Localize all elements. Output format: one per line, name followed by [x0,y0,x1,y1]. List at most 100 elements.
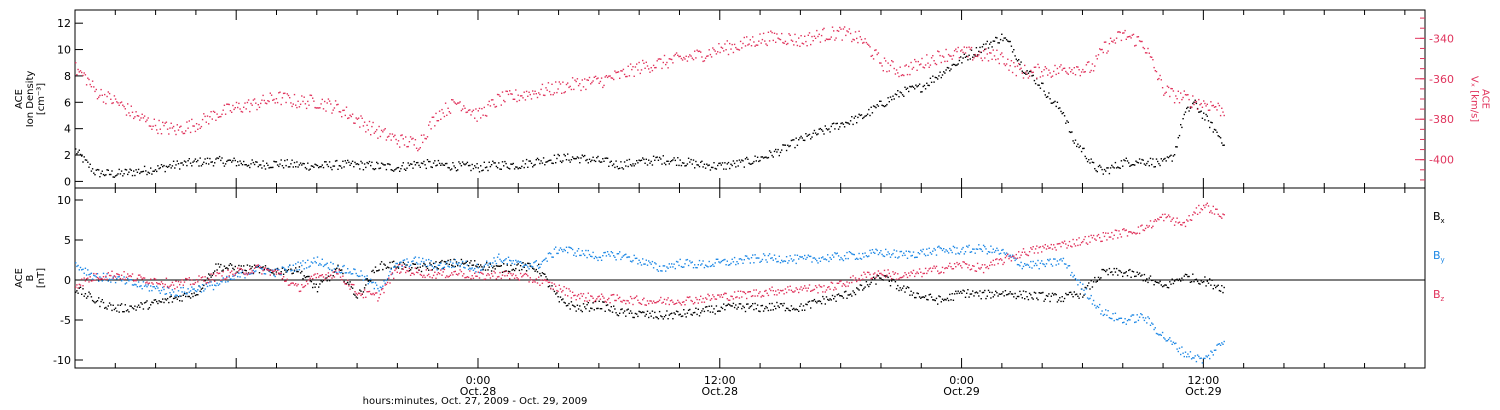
data-point [785,43,788,46]
data-point [561,161,563,164]
data-point [269,269,271,271]
data-point [474,260,476,262]
data-point [611,164,614,167]
data-point [108,92,111,95]
data-point [872,273,875,275]
data-point [665,63,667,66]
data-point [512,268,514,271]
data-point [787,262,789,264]
data-point [278,92,280,94]
data-point [1021,297,1023,299]
data-point [107,169,109,171]
data-point [961,49,963,51]
data-point [378,297,380,299]
data-point [413,257,415,259]
data-point [289,264,291,266]
data-point [917,292,919,295]
data-point [289,284,291,286]
data-point [1002,291,1004,293]
data-point [301,264,303,267]
data-point [274,275,276,278]
data-point [208,273,210,275]
data-point [1037,299,1039,301]
data-point [1194,279,1196,281]
data-point [156,170,158,173]
data-point [507,270,510,273]
data-point [293,93,296,96]
data-point [274,269,276,272]
data-point [801,42,803,44]
data-point [1120,271,1123,274]
data-point [614,256,616,258]
data-point [1085,288,1088,290]
data-point [273,160,275,163]
legend-entry-bz: Bz [1433,288,1445,303]
data-point [739,258,742,260]
data-point [990,297,992,299]
data-point [480,264,482,266]
data-point [359,275,361,277]
data-point [1207,354,1210,357]
data-point [1025,291,1027,293]
data-point [1140,313,1142,315]
data-point [766,292,768,294]
data-point [411,272,413,274]
data-point [500,265,502,267]
data-point [680,315,683,318]
data-point [234,272,236,275]
data-point [295,104,297,106]
data-point [569,290,571,292]
data-point [812,289,814,291]
data-point [1032,74,1034,77]
data-point [656,156,658,158]
data-point [723,303,725,305]
data-point [1194,212,1196,214]
data-point [605,255,608,257]
data-point [534,90,536,92]
data-point [611,252,614,254]
data-point [1101,268,1103,271]
data-point [1076,145,1078,148]
data-point [299,272,302,274]
data-point [1109,167,1112,169]
data-point [790,258,793,260]
data-point [336,104,338,106]
data-point [703,266,706,269]
data-point [1164,338,1166,340]
data-point [243,265,245,267]
data-point [362,296,365,299]
data-point [552,256,554,258]
data-point [637,263,639,265]
data-point [778,255,780,257]
data-point [1022,71,1025,74]
data-point [263,269,265,271]
data-point [956,261,958,264]
data-point [755,160,757,162]
data-point [419,166,421,168]
data-point [158,282,160,285]
data-point [1123,159,1125,161]
data-point [532,266,534,268]
data-point [1010,256,1013,258]
data-point [944,251,946,253]
data-point [899,66,901,68]
data-point [808,133,811,136]
data-point [768,288,771,290]
data-point [496,276,499,278]
data-point [297,283,299,286]
data-point [297,270,299,273]
data-point [1050,102,1052,104]
data-point [1078,297,1080,299]
data-point [490,265,493,267]
data-point [455,170,458,172]
data-point [908,250,910,253]
data-point [911,294,913,296]
data-point [782,41,784,44]
data-point [500,168,502,170]
left-axis-tick-label: -5 [60,314,71,327]
data-point [151,173,153,175]
data-point [544,273,546,275]
data-point [330,103,332,105]
data-point [721,307,724,310]
data-point [802,287,805,289]
